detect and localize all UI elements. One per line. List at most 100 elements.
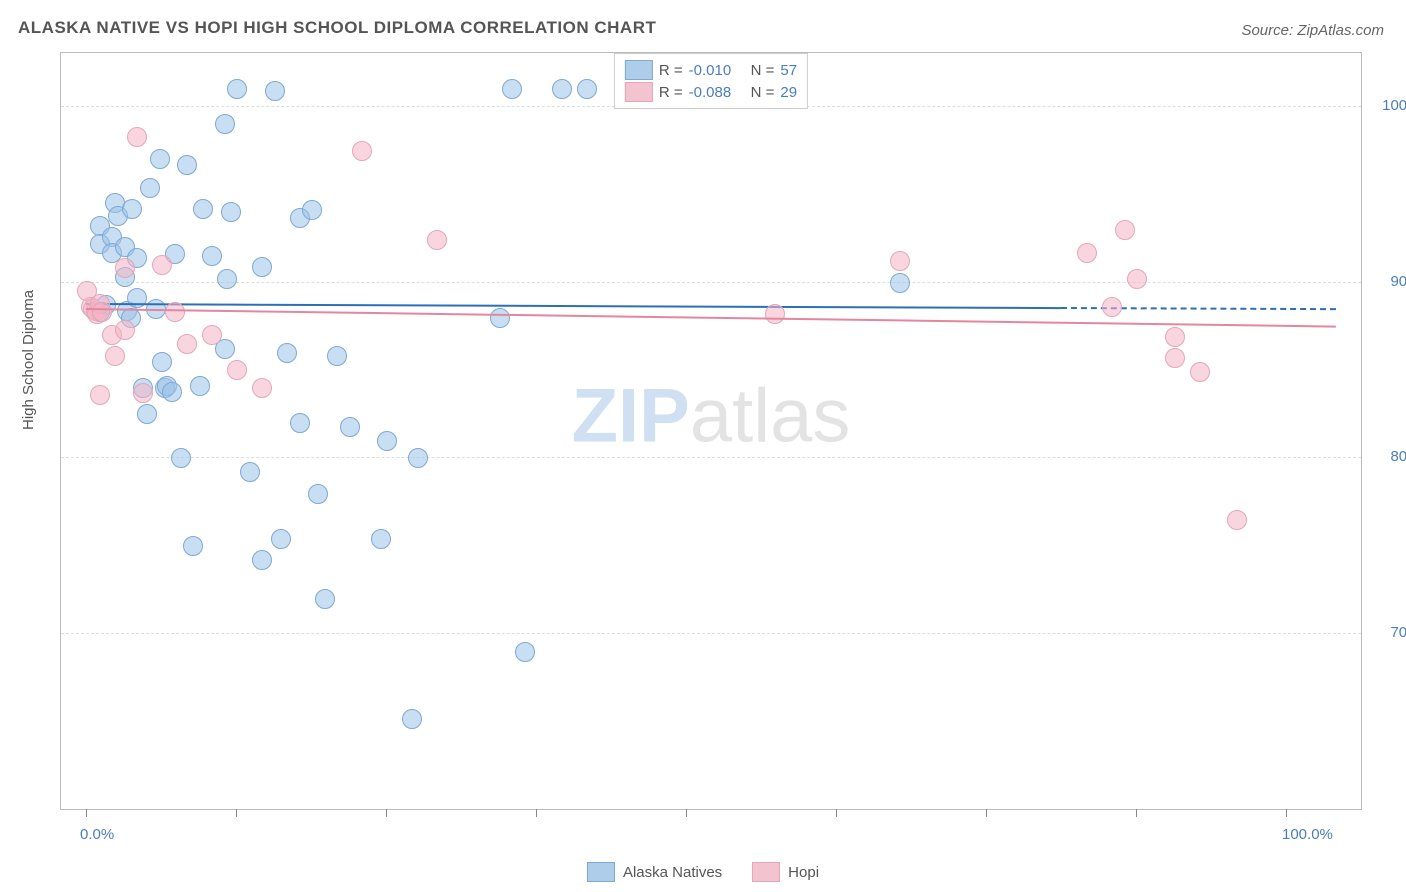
series-legend-label: Hopi	[788, 864, 819, 881]
data-point-hopi	[890, 251, 910, 271]
data-point-alaska	[515, 642, 535, 662]
y-tick-label: 90.0%	[1373, 273, 1406, 290]
gridline	[61, 633, 1361, 634]
data-point-alaska	[171, 448, 191, 468]
data-point-alaska	[327, 346, 347, 366]
y-tick-label: 70.0%	[1373, 624, 1406, 641]
watermark-rest: atlas	[690, 373, 851, 458]
data-point-alaska	[271, 529, 291, 549]
data-point-alaska	[502, 79, 522, 99]
trend-line-hopi	[86, 308, 1336, 328]
legend-swatch	[752, 862, 780, 882]
data-point-alaska	[277, 343, 297, 363]
data-point-alaska	[402, 709, 422, 729]
data-point-alaska	[137, 404, 157, 424]
data-point-alaska	[552, 79, 572, 99]
data-point-alaska	[240, 462, 260, 482]
scatter-plot-area: ZIPatlas R =-0.010N =57R =-0.088N =29 70…	[60, 52, 1362, 810]
legend-r-label: R =	[659, 62, 683, 79]
data-point-alaska	[227, 79, 247, 99]
data-point-hopi	[133, 383, 153, 403]
gridline	[61, 457, 1361, 458]
data-point-hopi	[1190, 362, 1210, 382]
data-point-alaska	[308, 484, 328, 504]
legend-n-label: N =	[751, 62, 775, 79]
data-point-alaska	[265, 81, 285, 101]
data-point-alaska	[127, 288, 147, 308]
trend-line-alaska	[86, 303, 1061, 309]
y-tick-label: 80.0%	[1373, 448, 1406, 465]
data-point-alaska	[183, 536, 203, 556]
data-point-alaska	[150, 149, 170, 169]
data-point-hopi	[90, 385, 110, 405]
data-point-hopi	[202, 325, 222, 345]
x-tick-label: 0.0%	[80, 826, 114, 843]
data-point-alaska	[162, 382, 182, 402]
data-point-alaska	[152, 352, 172, 372]
legend-swatch	[625, 60, 653, 80]
series-legend: Alaska Natives Hopi	[587, 862, 819, 882]
data-point-alaska	[252, 550, 272, 570]
correlation-legend: R = -0.010 N = 57 R = -0.088 N = 29	[614, 53, 808, 109]
data-point-hopi	[352, 141, 372, 161]
legend-r-value: -0.010	[689, 62, 745, 79]
data-point-hopi	[1165, 348, 1185, 368]
data-point-hopi	[115, 258, 135, 278]
x-tick-label: 100.0%	[1282, 826, 1333, 843]
data-point-alaska	[221, 202, 241, 222]
chart-title: ALASKA NATIVE VS HOPI HIGH SCHOOL DIPLOM…	[18, 18, 656, 38]
data-point-alaska	[340, 417, 360, 437]
data-point-hopi	[165, 302, 185, 322]
data-point-hopi	[152, 255, 172, 275]
data-point-hopi	[177, 334, 197, 354]
data-point-alaska	[408, 448, 428, 468]
x-tick	[386, 809, 387, 817]
y-axis-label: High School Diploma	[20, 290, 37, 430]
data-point-alaska	[577, 79, 597, 99]
legend-r-label: R =	[659, 84, 683, 101]
legend-n-label: N =	[751, 84, 775, 101]
x-tick	[986, 809, 987, 817]
data-point-alaska	[890, 273, 910, 293]
x-tick	[86, 809, 87, 817]
source-credit: Source: ZipAtlas.com	[1241, 22, 1384, 39]
series-legend-item: Alaska Natives	[587, 862, 722, 882]
data-point-hopi	[115, 320, 135, 340]
data-point-alaska	[177, 155, 197, 175]
legend-row: R = -0.010 N = 57	[625, 60, 797, 80]
data-point-alaska	[302, 200, 322, 220]
legend-n-value: 57	[780, 62, 797, 79]
data-point-hopi	[1102, 297, 1122, 317]
legend-swatch	[587, 862, 615, 882]
x-tick	[686, 809, 687, 817]
x-tick	[836, 809, 837, 817]
data-point-hopi	[92, 302, 112, 322]
y-tick-label: 100.0%	[1373, 97, 1406, 114]
legend-r-value: -0.088	[689, 84, 745, 101]
watermark-bold: ZIP	[572, 373, 690, 458]
data-point-hopi	[427, 230, 447, 250]
legend-n-value: 29	[780, 84, 797, 101]
legend-row: R = -0.088 N = 29	[625, 82, 797, 102]
data-point-alaska	[122, 199, 142, 219]
x-tick	[1286, 809, 1287, 817]
data-point-alaska	[202, 246, 222, 266]
data-point-alaska	[215, 114, 235, 134]
data-point-alaska	[193, 199, 213, 219]
data-point-alaska	[217, 269, 237, 289]
data-point-hopi	[1127, 269, 1147, 289]
legend-swatch	[625, 82, 653, 102]
data-point-hopi	[1165, 327, 1185, 347]
data-point-alaska	[140, 178, 160, 198]
data-point-hopi	[1077, 243, 1097, 263]
data-point-hopi	[1115, 220, 1135, 240]
data-point-hopi	[252, 378, 272, 398]
data-point-alaska	[190, 376, 210, 396]
data-point-alaska	[371, 529, 391, 549]
data-point-hopi	[1227, 510, 1247, 530]
data-point-alaska	[377, 431, 397, 451]
x-tick	[536, 809, 537, 817]
x-tick	[1136, 809, 1137, 817]
data-point-alaska	[252, 257, 272, 277]
series-legend-label: Alaska Natives	[623, 864, 722, 881]
